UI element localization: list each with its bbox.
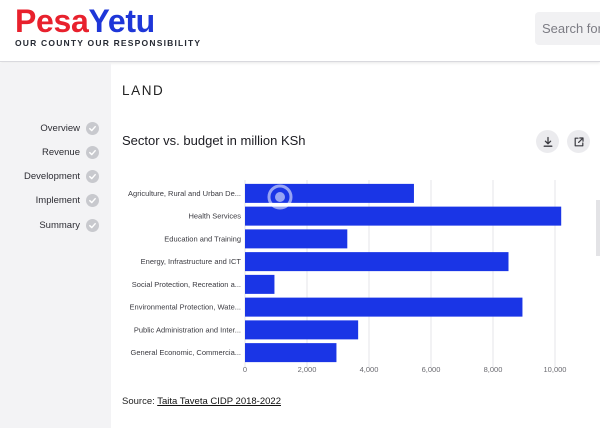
sidebar-item-implement[interactable]: Implement [36, 192, 99, 208]
hover-marker [267, 184, 293, 210]
logo-pesa: Pesa [15, 3, 89, 39]
section-title: LAND [122, 83, 165, 98]
source-line: Source: Taita Taveta CIDP 2018-2022 [122, 396, 281, 407]
category-label: Health Services [188, 212, 241, 221]
sidebar-item-label: Overview [40, 122, 80, 134]
sidebar-item-label: Revenue [41, 146, 80, 158]
x-tick-label: 0 [243, 365, 247, 374]
check-icon [86, 169, 99, 183]
hover-marker-ring [267, 184, 293, 210]
x-tick-label: 4,000 [360, 365, 379, 374]
bar[interactable] [245, 206, 562, 226]
source-prefix: Source: [122, 396, 155, 407]
bar[interactable] [245, 252, 509, 272]
check-icon [86, 145, 99, 159]
logo[interactable]: PesaYetu OUR COUNTY OUR RESPONSIBILITY [15, 4, 201, 48]
sidebar-item-label: Implement [35, 194, 80, 206]
x-tick-label: 8,000 [484, 365, 503, 374]
sidebar-item-development[interactable]: Development [24, 168, 99, 184]
bar[interactable] [245, 229, 348, 249]
sidebar-item-summary[interactable]: Summary [39, 217, 99, 233]
category-label: General Economic, Commercia... [131, 348, 241, 357]
main-content: LAND Sector vs. budget in million KSh So… [111, 63, 600, 428]
check-icon [86, 218, 99, 232]
download-button[interactable] [536, 130, 559, 153]
sidebar-item-revenue[interactable]: Revenue [42, 144, 99, 160]
search-box[interactable] [535, 12, 600, 45]
bar[interactable] [245, 274, 275, 294]
x-tick-label: 2,000 [298, 365, 317, 374]
sidebar: Overview Revenue Development Implement S… [0, 63, 111, 428]
category-label: Public Administration and Inter... [134, 325, 241, 334]
logo-yetu: Yetu [88, 3, 156, 39]
bar[interactable] [245, 320, 359, 340]
search-input[interactable] [535, 12, 600, 45]
category-label: Agriculture, Rural and Urban De... [128, 189, 241, 198]
source-link[interactable]: Taita Taveta CIDP 2018-2022 [157, 396, 281, 407]
sidebar-item-label: Summary [39, 219, 80, 231]
category-label: Energy, Infrastructure and ICT [141, 257, 242, 266]
category-label: Education and Training [164, 234, 241, 243]
check-icon [86, 121, 99, 135]
category-label: Social Protection, Recreation a... [132, 280, 241, 289]
x-tick-label: 6,000 [422, 365, 441, 374]
check-icon [86, 193, 99, 207]
bar[interactable] [245, 343, 337, 363]
bar[interactable] [245, 297, 523, 317]
hover-marker-dot [275, 192, 285, 202]
logo-wordmark: PesaYetu [15, 4, 201, 38]
download-icon [543, 136, 552, 147]
top-bar: PesaYetu OUR COUNTY OUR RESPONSIBILITY [0, 0, 600, 62]
x-tick-label: 10,000 [544, 365, 567, 374]
sidebar-item-overview[interactable]: Overview [40, 120, 99, 136]
chart-title: Sector vs. budget in million KSh [122, 133, 306, 148]
sidebar-item-label: Development [24, 170, 80, 182]
right-edge-panel [596, 200, 600, 256]
open-external-button[interactable] [567, 130, 590, 153]
external-link-icon [574, 136, 584, 146]
category-label: Environmental Protection, Wate... [130, 303, 241, 312]
tagline: OUR COUNTY OUR RESPONSIBILITY [15, 38, 202, 48]
